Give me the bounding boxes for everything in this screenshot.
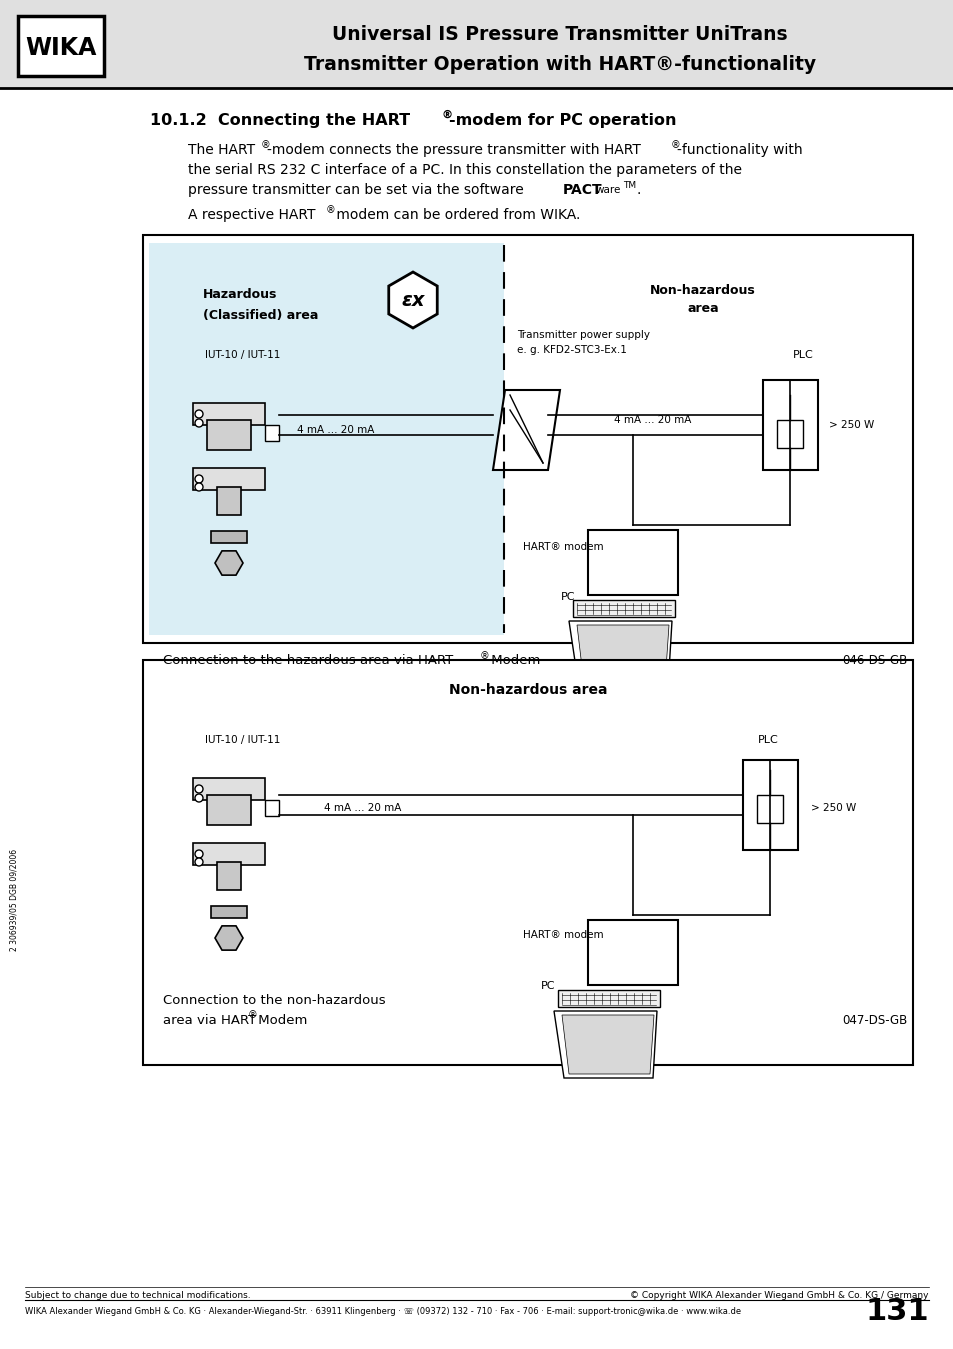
Bar [193,843,265,865]
Text: PLC: PLC [757,735,778,745]
Polygon shape [561,1014,654,1074]
Text: Non-hazardous: Non-hazardous [649,283,755,297]
Text: IUT-10 / IUT-11: IUT-10 / IUT-11 [205,349,280,360]
Text: © Copyright WIKA Alexander Wiegand GmbH & Co. KG / Germany: © Copyright WIKA Alexander Wiegand GmbH … [630,1291,928,1299]
Text: εx: εx [401,290,424,309]
Text: ®: ® [670,140,680,150]
Bar [587,920,678,985]
Circle shape [194,483,203,491]
Text: PLC: PLC [792,349,813,360]
Text: ®: ® [261,140,271,150]
Bar [587,530,678,595]
Text: HART® modem: HART® modem [522,542,603,552]
Text: 2 306939/05 DGB 09/2006: 2 306939/05 DGB 09/2006 [10,849,18,951]
Bar [149,243,503,635]
Bar [216,862,241,890]
Bar [143,660,912,1064]
Text: WIKA: WIKA [26,36,96,59]
Bar [216,487,241,515]
Text: The HART: The HART [188,143,254,156]
Circle shape [194,850,203,858]
Circle shape [194,795,203,803]
Bar [193,778,265,800]
Text: (Classified) area: (Classified) area [203,309,318,321]
Polygon shape [493,390,559,469]
Text: Universal IS Pressure Transmitter UniTrans: Universal IS Pressure Transmitter UniTra… [332,26,787,45]
Text: pressure transmitter can be set via the software: pressure transmitter can be set via the … [188,183,528,197]
Polygon shape [214,550,243,575]
Text: e. g. KFD2-STC3-Ex.1: e. g. KFD2-STC3-Ex.1 [517,345,626,355]
Bar [573,600,675,616]
Text: PC: PC [540,981,555,992]
Text: Modem: Modem [486,654,539,668]
Polygon shape [577,625,668,684]
Text: ®: ® [326,205,335,214]
Bar [558,990,659,1006]
Bar [207,420,251,451]
Text: WIKA Alexander Wiegand GmbH & Co. KG · Alexander-Wiegand-Str. · 63911 Klingenber: WIKA Alexander Wiegand GmbH & Co. KG · A… [25,1307,740,1317]
Text: Connection to the non-hazardous: Connection to the non-hazardous [163,993,385,1006]
Text: Connection to the hazardous area via HART: Connection to the hazardous area via HAR… [163,654,453,668]
Bar [193,468,265,490]
Circle shape [194,785,203,793]
Polygon shape [554,1010,657,1078]
Circle shape [194,410,203,418]
Text: ®: ® [479,652,489,661]
Text: A respective HART: A respective HART [188,208,315,223]
Text: Subject to change due to technical modifications.: Subject to change due to technical modif… [25,1291,251,1299]
Text: 131: 131 [864,1298,928,1326]
Bar [18,16,104,76]
Text: > 250 W: > 250 W [810,803,856,813]
Text: 4 mA ... 20 mA: 4 mA ... 20 mA [297,425,375,434]
Text: Non-hazardous area: Non-hazardous area [448,683,607,697]
Text: HART® modem: HART® modem [522,929,603,940]
Text: Transmitter Operation with HART®-functionality: Transmitter Operation with HART®-functio… [304,55,815,74]
Text: modem can be ordered from WIKA.: modem can be ordered from WIKA. [332,208,579,223]
Bar [762,380,817,469]
Text: 046-DS-GB: 046-DS-GB [841,654,907,668]
Text: Hazardous: Hazardous [203,289,277,301]
Text: -modem connects the pressure transmitter with HART: -modem connects the pressure transmitter… [267,143,640,156]
Circle shape [194,475,203,483]
Bar [143,235,912,643]
Text: -functionality with: -functionality with [677,143,801,156]
Text: ®: ® [248,1010,257,1020]
Text: 10.1.2  Connecting the HART: 10.1.2 Connecting the HART [150,112,410,128]
Bar [211,532,247,544]
Bar [211,907,247,919]
Text: 4 mA ... 20 mA: 4 mA ... 20 mA [614,415,691,425]
Text: PC: PC [560,592,575,602]
Text: Modem: Modem [253,1013,307,1027]
Text: 047-DS-GB: 047-DS-GB [841,1013,907,1027]
Polygon shape [388,272,436,328]
Text: > 250 W: > 250 W [828,420,873,430]
Bar [265,425,278,441]
Bar [757,795,782,823]
Text: PACT: PACT [562,183,602,197]
Text: ware: ware [596,185,620,196]
Circle shape [194,420,203,428]
Text: ®: ® [441,111,453,120]
Text: the serial RS 232 C interface of a PC. In this constellation the parameters of t: the serial RS 232 C interface of a PC. I… [188,163,741,177]
Circle shape [194,858,203,866]
Text: TM: TM [622,181,636,189]
Bar [0,0,953,88]
Polygon shape [214,925,243,950]
Bar [193,403,265,425]
Text: area: area [686,301,718,314]
Bar [742,759,797,850]
Text: area via HART: area via HART [163,1013,256,1027]
Text: Transmitter power supply: Transmitter power supply [517,331,649,340]
Text: .: . [637,183,640,197]
Text: -modem for PC operation: -modem for PC operation [449,112,676,128]
Text: 4 mA ... 20 mA: 4 mA ... 20 mA [324,803,401,813]
Bar [776,420,802,448]
Bar [207,795,251,826]
Text: IUT-10 / IUT-11: IUT-10 / IUT-11 [205,735,280,745]
Polygon shape [568,621,671,688]
Bar [265,800,278,816]
